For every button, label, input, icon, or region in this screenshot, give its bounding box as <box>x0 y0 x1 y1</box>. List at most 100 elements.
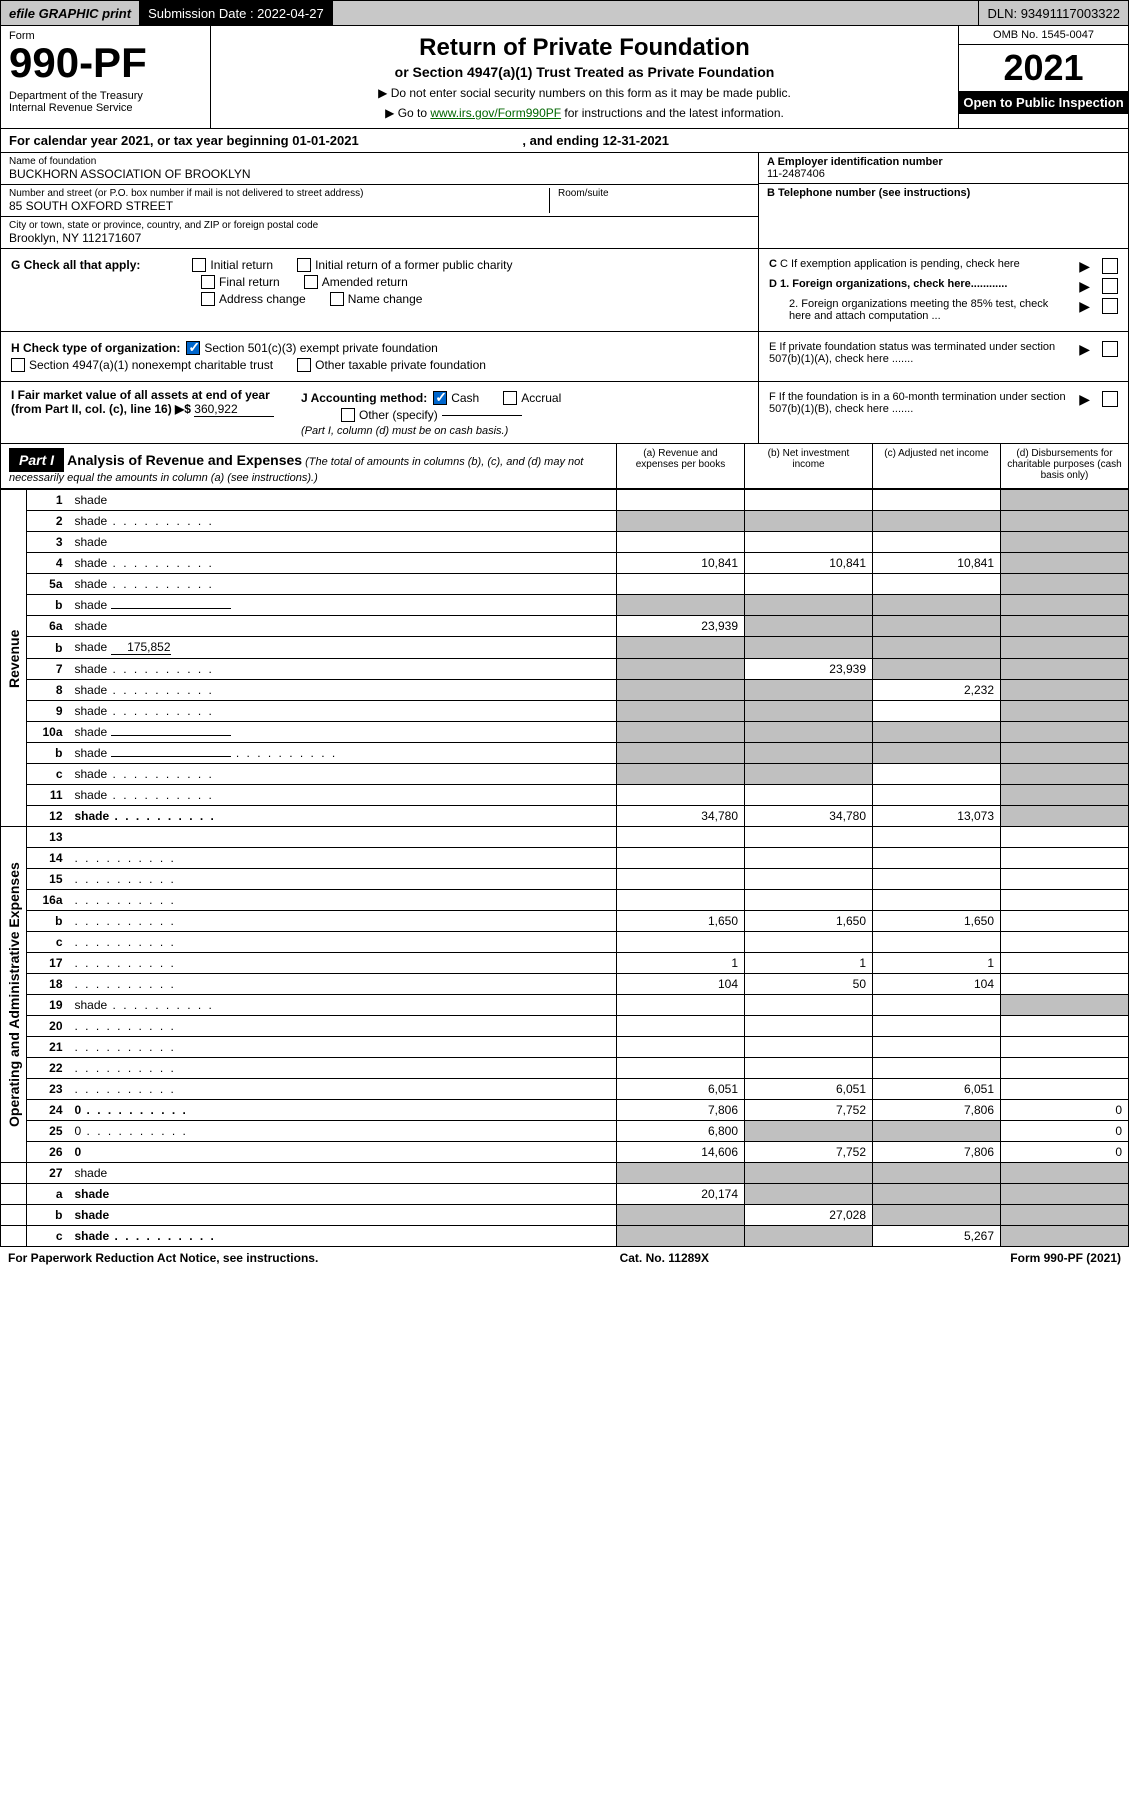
foundation-name-cell: Name of foundation BUCKHORN ASSOCIATION … <box>1 153 758 185</box>
cell-value <box>745 1037 873 1058</box>
cell-shaded <box>617 764 745 785</box>
row-desc: shade <box>69 659 617 680</box>
col-c-header: (c) Adjusted net income <box>872 444 1000 488</box>
checkbox-accrual[interactable] <box>503 391 517 405</box>
efile-label[interactable]: efile GRAPHIC print <box>1 1 140 25</box>
row-desc <box>69 974 617 995</box>
checkbox-amended[interactable] <box>304 275 318 289</box>
row-number: 17 <box>27 953 69 974</box>
row-number: 1 <box>27 490 69 511</box>
row-desc: shade <box>69 553 617 574</box>
cell-shaded <box>745 1121 873 1142</box>
cell-value: 10,841 <box>745 553 873 574</box>
cell-value <box>617 785 745 806</box>
row-number: b <box>27 1205 69 1226</box>
cell-value: 6,800 <box>617 1121 745 1142</box>
row-number: b <box>27 743 69 764</box>
row-desc: shade <box>69 1163 617 1184</box>
cell-value <box>873 574 1001 595</box>
checkbox-c[interactable] <box>1102 258 1118 274</box>
checkbox-name[interactable] <box>330 292 344 306</box>
checkbox-cash[interactable] <box>433 391 447 405</box>
cell-value <box>873 848 1001 869</box>
row-number: c <box>27 1226 69 1247</box>
row-number: 2 <box>27 511 69 532</box>
cell-value: 7,806 <box>873 1142 1001 1163</box>
row-number: 18 <box>27 974 69 995</box>
section-h: H Check type of organization: Section 50… <box>0 332 1129 382</box>
cell-value: 0 <box>1001 1121 1129 1142</box>
row-number: 12 <box>27 806 69 827</box>
cell-shaded <box>1001 806 1129 827</box>
checkbox-f[interactable] <box>1102 391 1118 407</box>
cell-value: 1 <box>745 953 873 974</box>
cell-shaded <box>745 680 873 701</box>
cell-shaded <box>1001 1226 1129 1247</box>
cell-shaded <box>617 659 745 680</box>
cell-value <box>745 785 873 806</box>
row-desc <box>69 1037 617 1058</box>
cell-value <box>1001 932 1129 953</box>
row-desc <box>69 827 617 848</box>
row-desc <box>69 953 617 974</box>
cell-shaded <box>1001 743 1129 764</box>
checkbox-other-method[interactable] <box>341 408 355 422</box>
item-f: F If the foundation is in a 60-month ter… <box>769 391 1118 415</box>
phone-cell: B Telephone number (see instructions) <box>759 184 1128 230</box>
cell-shaded <box>1001 764 1129 785</box>
row-desc <box>69 848 617 869</box>
cell-value: 23,939 <box>745 659 873 680</box>
checkbox-other-taxable[interactable] <box>297 358 311 372</box>
row-number: 3 <box>27 532 69 553</box>
cell-shaded <box>1001 595 1129 616</box>
cell-value <box>1001 1037 1129 1058</box>
checkbox-501c3[interactable] <box>186 341 200 355</box>
row-desc: shade <box>69 595 617 616</box>
cell-value <box>617 827 745 848</box>
dept-treasury: Department of the Treasury <box>9 90 202 102</box>
cell-value: 1,650 <box>745 911 873 932</box>
checkbox-d2[interactable] <box>1102 298 1118 314</box>
row-number: 19 <box>27 995 69 1016</box>
cell-value <box>617 1058 745 1079</box>
cell-shaded <box>745 1163 873 1184</box>
cell-shaded <box>745 764 873 785</box>
checkbox-e[interactable] <box>1102 341 1118 357</box>
cell-value <box>745 995 873 1016</box>
cell-value <box>873 785 1001 806</box>
checkbox-initial-former[interactable] <box>297 258 311 272</box>
row-desc: 0 <box>69 1121 617 1142</box>
row-desc <box>69 932 617 953</box>
row-number: 23 <box>27 1079 69 1100</box>
checkbox-4947[interactable] <box>11 358 25 372</box>
header-right: OMB No. 1545-0047 2021 Open to Public In… <box>958 26 1128 128</box>
cell-shaded <box>873 637 1001 659</box>
cell-value <box>873 532 1001 553</box>
cell-shaded <box>1001 1205 1129 1226</box>
irs-label: Internal Revenue Service <box>9 102 202 114</box>
cell-value <box>1001 1016 1129 1037</box>
cell-value: 1,650 <box>873 911 1001 932</box>
note-ssn: ▶ Do not enter social security numbers o… <box>223 86 946 100</box>
cell-value <box>1001 827 1129 848</box>
checkbox-address[interactable] <box>201 292 215 306</box>
checkbox-initial[interactable] <box>192 258 206 272</box>
cell-shaded <box>745 743 873 764</box>
section-label: Revenue <box>1 490 27 827</box>
dln-label: DLN: 93491117003322 <box>978 1 1128 25</box>
cell-value: 7,806 <box>873 1100 1001 1121</box>
footer-left: For Paperwork Reduction Act Notice, see … <box>8 1251 318 1265</box>
row-number: 13 <box>27 827 69 848</box>
cell-value <box>873 995 1001 1016</box>
checkbox-final[interactable] <box>201 275 215 289</box>
form-subtitle: or Section 4947(a)(1) Trust Treated as P… <box>223 64 946 80</box>
checkbox-d1[interactable] <box>1102 278 1118 294</box>
row-number: 27 <box>27 1163 69 1184</box>
cell-value: 23,939 <box>617 616 745 637</box>
cell-shaded <box>617 1226 745 1247</box>
cell-value: 14,606 <box>617 1142 745 1163</box>
cell-value <box>873 1016 1001 1037</box>
irs-link[interactable]: www.irs.gov/Form990PF <box>430 106 561 120</box>
row-number: b <box>27 595 69 616</box>
cell-shaded <box>745 595 873 616</box>
